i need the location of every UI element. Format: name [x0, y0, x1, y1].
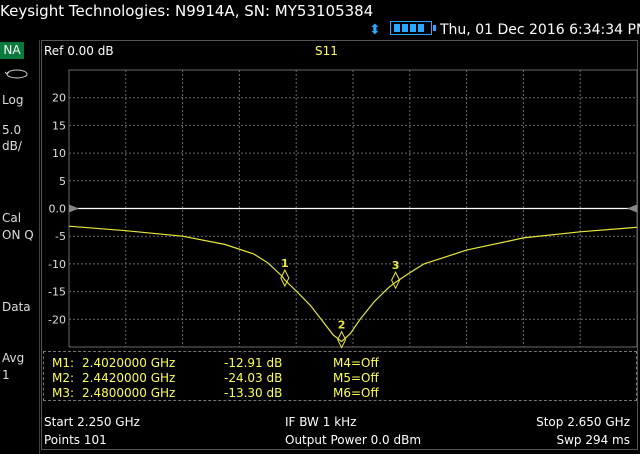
- y-tick-label: 0.0: [49, 203, 67, 216]
- points[interactable]: Points 101: [44, 433, 107, 447]
- marker-2-value: -24.03 dB: [224, 371, 283, 385]
- marker-2-id[interactable]: M2:: [52, 371, 75, 385]
- status-bar: Keysight Technologies: N9914A, SN: MY531…: [0, 0, 640, 40]
- instrument-title: Keysight Technologies: N9914A, SN: MY531…: [0, 2, 374, 20]
- stop-frequency[interactable]: Stop 2.650 GHz: [536, 415, 630, 429]
- marker-4-state[interactable]: M4=Off: [333, 356, 379, 370]
- y-tick-label: 15: [52, 119, 66, 132]
- marker-1-value: -12.91 dB: [224, 356, 283, 370]
- marker-2-freq: 2.4420000 GHz: [82, 371, 176, 385]
- scale-value[interactable]: 5.0: [2, 123, 22, 137]
- battery-icon: [390, 21, 436, 35]
- reference-level[interactable]: Ref 0.00 dB: [44, 44, 114, 58]
- marker-label: 1: [281, 257, 289, 270]
- sweep-icon: [4, 69, 28, 79]
- marker-label: 2: [338, 319, 346, 332]
- marker-1-freq: 2.4020000 GHz: [82, 356, 176, 370]
- marker-diamond: [337, 330, 347, 349]
- marker-3-value: -13.30 dB: [224, 386, 283, 400]
- left-sidebar: NA Log 5.0 dB/ Cal ON Q Data Avg 1: [0, 40, 39, 454]
- marker-3-id[interactable]: M3:: [52, 386, 75, 400]
- marker-1-id[interactable]: M1:: [52, 356, 75, 370]
- avg-label[interactable]: Avg: [2, 351, 25, 365]
- avg-value: 1: [2, 368, 10, 382]
- datetime: Thu, 01 Dec 2016 6:34:34 PM: [440, 22, 640, 38]
- sweep-time[interactable]: Swp 294 ms: [556, 433, 630, 447]
- marker-diamond: [280, 268, 290, 288]
- output-power[interactable]: Output Power 0.0 dBm: [285, 433, 422, 447]
- y-tick-label: 10: [52, 147, 66, 160]
- if-bandwidth[interactable]: IF BW 1 kHz: [285, 415, 357, 429]
- y-tick-labels: 20 15 10 5 0.0 -5 -10 -15 -20: [48, 92, 66, 327]
- y-tick-label: -15: [48, 286, 66, 299]
- measurement-title[interactable]: S11: [315, 44, 338, 58]
- marker-diamond: [391, 271, 401, 290]
- reference-marker-right: [627, 204, 637, 213]
- mode-badge[interactable]: NA: [0, 42, 24, 59]
- y-tick-label: -10: [48, 258, 66, 271]
- marker-label: 3: [392, 259, 400, 272]
- cal-label[interactable]: Cal: [2, 211, 22, 225]
- sidebar-divider: [39, 40, 40, 454]
- scale-unit: dB/: [2, 139, 22, 153]
- cal-state: ON Q: [2, 228, 34, 242]
- marker-5-state[interactable]: M5=Off: [333, 371, 379, 385]
- marker-3-freq: 2.4800000 GHz: [82, 386, 176, 400]
- reference-marker-left: [69, 204, 79, 213]
- usb-icon: ⬍: [369, 22, 381, 38]
- y-tick-label: -20: [48, 313, 66, 326]
- trace-markers: 1 2 3: [280, 257, 401, 349]
- y-tick-label: 20: [52, 92, 66, 105]
- marker-table: M1: 2.4020000 GHz -12.91 dB M4=Off M2: 2…: [43, 351, 637, 401]
- data-label[interactable]: Data: [2, 300, 31, 314]
- format-label[interactable]: Log: [2, 93, 24, 107]
- y-tick-label: -5: [55, 230, 66, 243]
- start-frequency[interactable]: Start 2.250 GHz: [44, 415, 140, 429]
- y-tick-label: 5: [59, 175, 66, 188]
- s11-trace: [68, 225, 638, 343]
- marker-6-state[interactable]: M6=Off: [333, 386, 379, 400]
